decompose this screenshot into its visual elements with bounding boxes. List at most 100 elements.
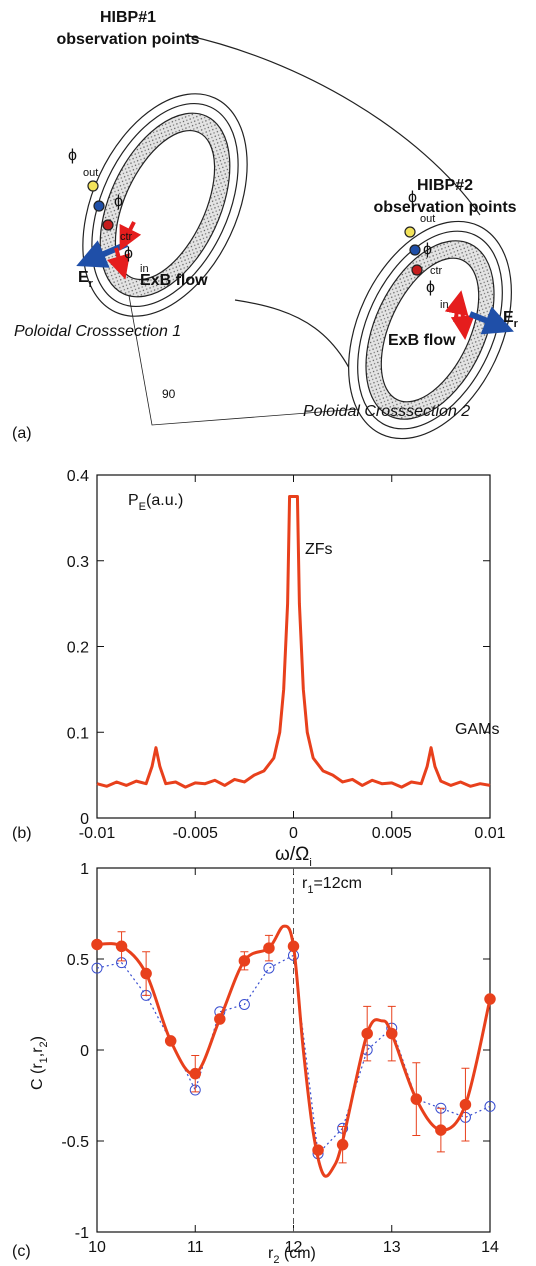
phi: ϕ — [124, 245, 133, 262]
point-ctr — [93, 200, 105, 212]
point — [459, 1098, 472, 1111]
series-line — [96, 494, 491, 789]
x-tick-label: 12 — [285, 1239, 303, 1256]
point-in — [411, 264, 423, 276]
annotation: r1=12cm — [302, 875, 362, 896]
cross-section-1 — [82, 93, 248, 317]
series-line — [96, 924, 492, 1178]
point — [410, 1093, 423, 1105]
flow-arrow — [107, 247, 131, 280]
point — [312, 1144, 324, 1156]
label-part: r — [302, 875, 308, 892]
label-sub: E — [139, 501, 146, 513]
point — [336, 1138, 349, 1151]
er-sub: r — [514, 318, 519, 330]
x-tick-label: 14 — [481, 1239, 499, 1256]
x-axis-label: r2 (cm) — [268, 1245, 316, 1266]
label-sub: 1 — [38, 1057, 50, 1063]
plot: 10 11 12 13 14 -1 -0.5 0 0.5 1 — [61, 861, 499, 1256]
point — [263, 962, 275, 974]
x-tick-label: -0.005 — [173, 825, 218, 842]
label-sub: 1 — [307, 884, 313, 896]
point — [189, 1067, 201, 1080]
point — [263, 942, 275, 954]
y-tick-label: -1 — [75, 1225, 89, 1242]
chart-c-labels: (c) r1=12cm r2 (cm) C (r1,r2) — [12, 875, 362, 1266]
er-main: E — [78, 269, 89, 286]
label-sub: 2 — [273, 1254, 279, 1266]
point — [287, 940, 300, 953]
y-axis-label: C (r1,r2) — [29, 1036, 50, 1090]
point — [115, 940, 128, 953]
y-tick-label: 0.1 — [67, 725, 89, 742]
label-part: ) — [29, 1036, 46, 1041]
phi-sub: ctr — [430, 265, 443, 277]
phi: ϕ — [426, 279, 435, 296]
flow-label: ExB flow — [388, 332, 456, 349]
point — [484, 1100, 496, 1112]
label-part: C (r — [29, 1063, 46, 1090]
point — [386, 1027, 398, 1040]
y-tick-label: 0 — [80, 1043, 89, 1060]
er-sub: r — [89, 278, 94, 290]
cross-section-2 — [348, 220, 512, 440]
chart-b-labels: (b) PE(a.u.) ZFs GAMs ω/Ωi — [12, 492, 499, 869]
phi: ϕ — [408, 189, 417, 206]
er-label: Er — [78, 269, 94, 290]
plot: -0.01 -0.005 0 0.005 0.01 0 0.1 0.2 0.3 0.4 — [67, 468, 506, 842]
diagram-labels: HIBP#1 observation points HIBP#2 observa… — [12, 9, 519, 442]
y-tick-label: 0.5 — [67, 952, 89, 969]
phi: ϕ — [68, 147, 77, 164]
plot-frame — [96, 474, 491, 819]
hibp-title: HIBP#2 — [417, 177, 473, 194]
label-part: (cm) — [279, 1245, 315, 1262]
flow-label: ExB flow — [140, 272, 208, 289]
x-tick-label: 11 — [187, 1239, 204, 1256]
x-tick-label: 0 — [289, 825, 298, 842]
flow-arrow — [450, 307, 475, 340]
y-tick-label: 1 — [80, 861, 89, 878]
hibp-title: observation points — [373, 199, 516, 216]
x-tick-label: 0.01 — [474, 825, 505, 842]
phi-sub: ctr — [120, 231, 133, 243]
point-out — [87, 180, 99, 192]
section-label: Poloidal Crosssection 2 — [303, 403, 470, 420]
point — [361, 1027, 373, 1040]
label-part: =12cm — [313, 875, 361, 892]
x-tick-label: 0.005 — [372, 825, 412, 842]
panel-label: (a) — [12, 425, 32, 442]
point-out — [404, 226, 416, 238]
x-tick-label: 10 — [88, 1239, 106, 1256]
flow-arrow — [119, 221, 142, 251]
section-label: Poloidal Crosssection 1 — [14, 323, 181, 340]
panel-label: (c) — [12, 1243, 31, 1260]
point — [238, 955, 251, 967]
hibp-title: observation points — [56, 31, 199, 48]
angle-label: 90 — [162, 387, 176, 401]
phi: ϕ — [423, 241, 432, 258]
x-tick-label: 13 — [383, 1239, 401, 1256]
er-arrow — [468, 306, 514, 335]
label-sub: i — [309, 857, 311, 869]
label-sub: 2 — [38, 1041, 50, 1047]
point-in — [102, 219, 114, 231]
phi-sub: out — [420, 213, 435, 225]
point — [435, 1124, 447, 1136]
y-axis-label: PE(a.u.) — [128, 492, 183, 513]
er-main: E — [503, 309, 514, 326]
x-tick-label: -0.01 — [79, 825, 116, 842]
y-tick-label: 0 — [80, 811, 89, 828]
point — [91, 962, 103, 974]
panel-label: (b) — [12, 825, 32, 842]
point — [164, 1035, 177, 1047]
phi-sub: in — [140, 263, 149, 275]
label-part: (a.u.) — [146, 492, 183, 509]
label-part: ,r — [29, 1047, 46, 1057]
point — [214, 1013, 226, 1025]
label-part: ω/Ω — [275, 844, 309, 865]
torus-edge — [234, 299, 366, 406]
angle-lines — [127, 289, 373, 426]
annotation: GAMs — [455, 721, 499, 738]
y-tick-label: 0.2 — [67, 640, 89, 657]
label-part: P — [128, 492, 139, 509]
